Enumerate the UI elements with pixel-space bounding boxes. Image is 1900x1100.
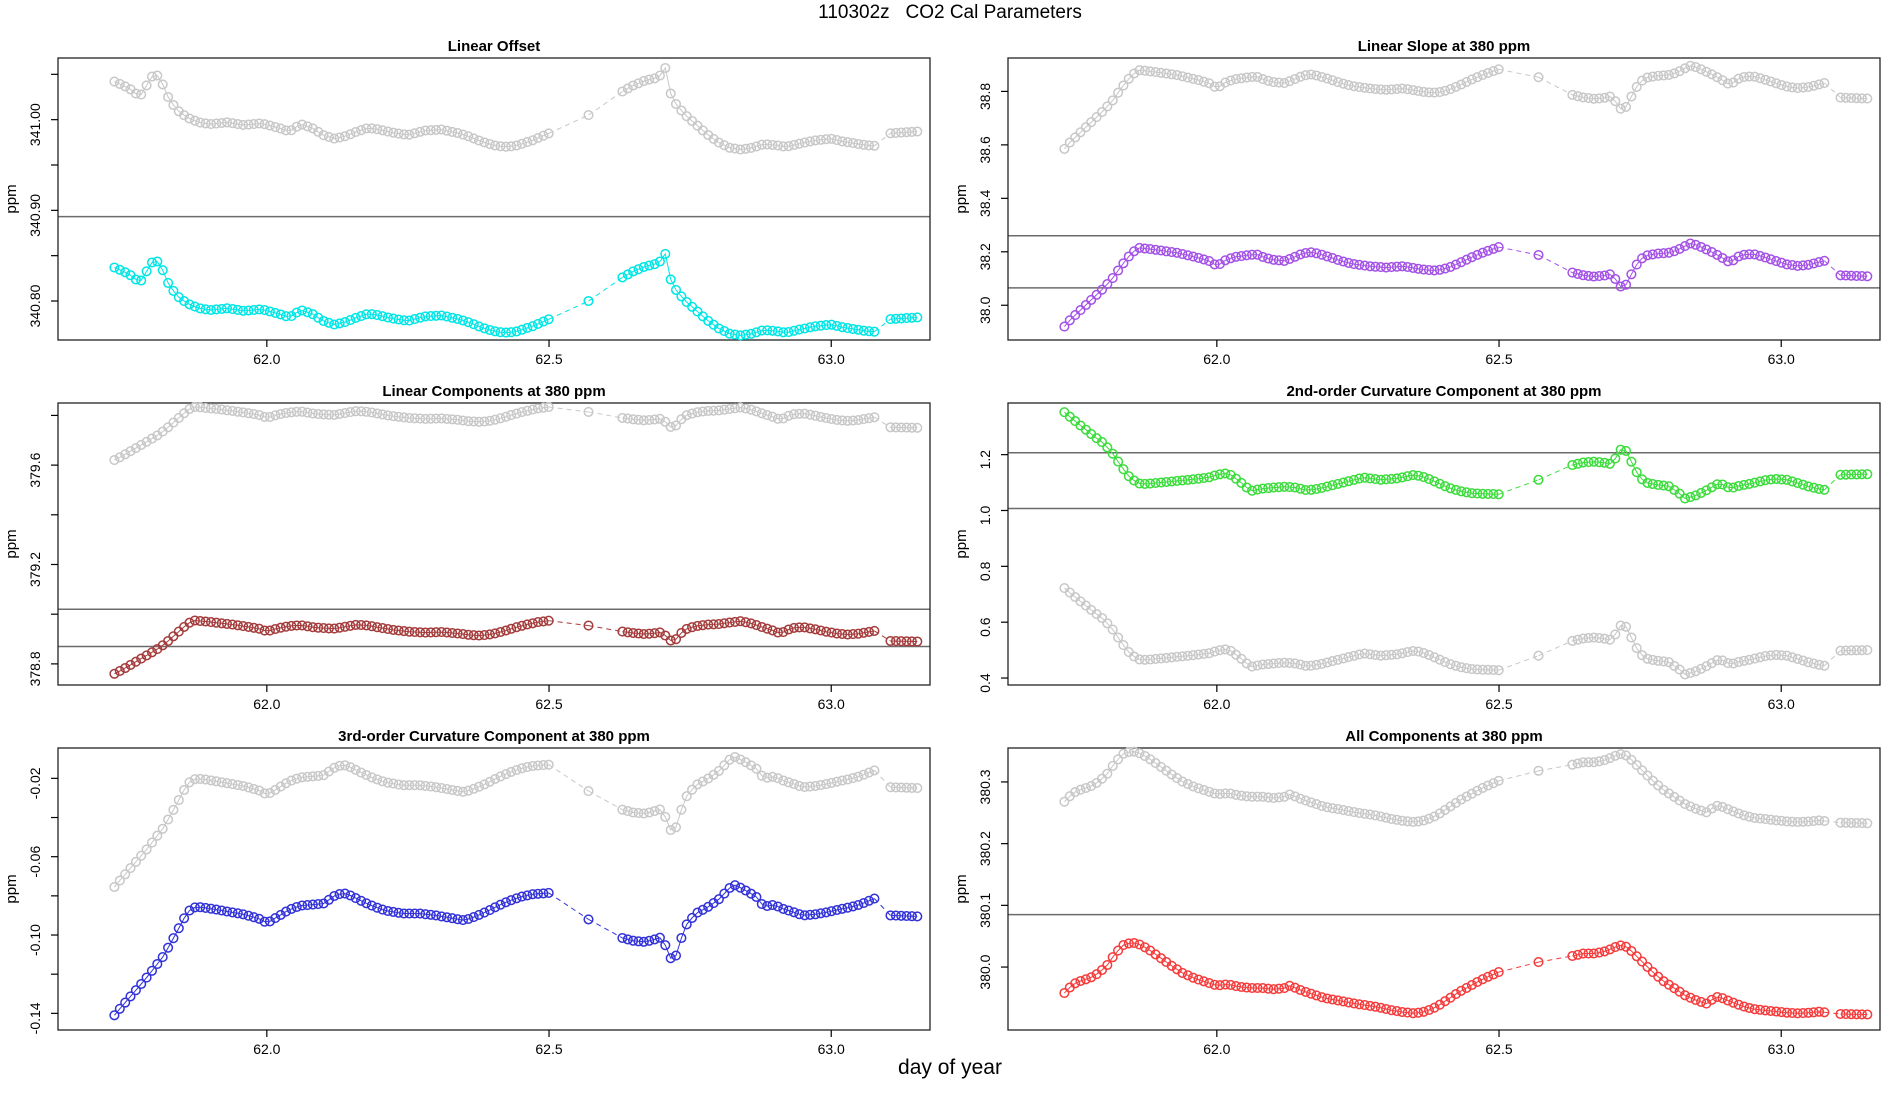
svg-text:380.0: 380.0 xyxy=(977,954,993,989)
svg-text:380.2: 380.2 xyxy=(977,831,993,866)
svg-text:-0.10: -0.10 xyxy=(27,924,43,956)
svg-text:38.2: 38.2 xyxy=(977,243,993,270)
svg-text:1.2: 1.2 xyxy=(977,450,993,470)
svg-text:ppm: ppm xyxy=(3,874,20,903)
svg-text:63.0: 63.0 xyxy=(818,696,845,712)
linear-slope-plot: 38.0 38.2 38.4 38.6 38.8 62.0 62.5 63.0 ppm xyxy=(953,57,1881,367)
x-axis-label: day of year xyxy=(898,1056,1002,1079)
svg-text:340.90: 340.90 xyxy=(27,194,43,237)
svg-text:63.0: 63.0 xyxy=(818,351,845,367)
panel-title: Linear Components at 380 ppm xyxy=(382,383,606,400)
curvature-3rd-order-plot: -0.14 -0.10 -0.06 -0.02 62.0 62.5 63.0 ppm xyxy=(3,747,931,1057)
svg-text:340.80: 340.80 xyxy=(27,284,43,327)
svg-text:378.8: 378.8 xyxy=(27,651,43,686)
panel-linear-slope: 38.0 38.2 38.4 38.6 38.8 62.0 62.5 63.0 ppm Line… xyxy=(950,30,1900,375)
figure-title: 110302z CO2 Cal Parameters xyxy=(818,2,1082,23)
panel-linear-offset: 340.80 340.90 341.00 62.0 62.5 63.0 ppm Linear… xyxy=(0,30,950,375)
svg-text:0.4: 0.4 xyxy=(977,673,993,693)
svg-text:62.5: 62.5 xyxy=(535,351,562,367)
svg-text:-0.06: -0.06 xyxy=(27,846,43,878)
svg-text:62.5: 62.5 xyxy=(1485,696,1512,712)
svg-text:38.6: 38.6 xyxy=(977,136,993,163)
linear-components-plot: 378.8 379.2 379.6 62.0 62.5 63.0 ppm xyxy=(3,401,931,712)
svg-text:62.0: 62.0 xyxy=(253,696,280,712)
svg-text:38.4: 38.4 xyxy=(977,189,993,216)
svg-text:1.0: 1.0 xyxy=(977,506,993,526)
svg-text:63.0: 63.0 xyxy=(1768,1041,1795,1057)
svg-text:ppm: ppm xyxy=(3,184,20,213)
svg-text:ppm: ppm xyxy=(953,529,970,558)
svg-text:ppm: ppm xyxy=(953,874,970,903)
svg-text:62.0: 62.0 xyxy=(1203,351,1230,367)
svg-text:38.8: 38.8 xyxy=(977,83,993,110)
all-components-plot: 380.0 380.1 380.2 380.3 62.0 62.5 63.0 ppm xyxy=(953,746,1881,1057)
svg-text:0.8: 0.8 xyxy=(977,561,993,581)
svg-text:379.2: 379.2 xyxy=(27,552,43,587)
svg-text:341.00: 341.00 xyxy=(27,103,43,146)
svg-text:ppm: ppm xyxy=(3,529,20,558)
svg-text:63.0: 63.0 xyxy=(818,1041,845,1057)
svg-text:63.0: 63.0 xyxy=(1768,696,1795,712)
svg-text:379.6: 379.6 xyxy=(27,452,43,487)
svg-text:63.0: 63.0 xyxy=(1768,351,1795,367)
svg-text:62.0: 62.0 xyxy=(1203,1041,1230,1057)
panel-title: Linear Slope at 380 ppm xyxy=(1357,38,1531,55)
svg-text:62.0: 62.0 xyxy=(253,351,280,367)
panel-2nd-order-curvature: 0.4 0.6 0.8 1.0 1.2 62.0 62.5 63.0 ppm 2nd-order… xyxy=(950,375,1900,720)
svg-text:62.5: 62.5 xyxy=(535,696,562,712)
svg-text:62.5: 62.5 xyxy=(535,1041,562,1057)
panel-title: 2nd-order Curvature Component at 380 ppm xyxy=(1286,383,1602,400)
svg-text:62.0: 62.0 xyxy=(253,1041,280,1057)
linear-offset-plot: 340.80 340.90 341.00 62.0 62.5 63.0 ppm xyxy=(3,57,931,367)
curvature-2nd-order-plot: 0.4 0.6 0.8 1.0 1.2 62.0 62.5 63.0 ppm xyxy=(953,402,1881,712)
svg-text:ppm: ppm xyxy=(953,184,970,213)
svg-text:380.3: 380.3 xyxy=(977,769,993,804)
svg-text:-0.14: -0.14 xyxy=(27,1002,43,1034)
svg-text:380.1: 380.1 xyxy=(977,893,993,928)
svg-text:62.0: 62.0 xyxy=(1203,696,1230,712)
panel-linear-components: 378.8 379.2 379.6 62.0 62.5 63.0 ppm Linear Co… xyxy=(0,375,950,720)
svg-text:-0.02: -0.02 xyxy=(27,767,43,799)
svg-text:62.5: 62.5 xyxy=(1485,1041,1512,1057)
panel-title: Linear Offset xyxy=(447,38,541,55)
panel-3rd-order-curvature: -0.14 -0.10 -0.06 -0.02 62.0 62.5 63.0 ppm 3rd-… xyxy=(0,720,950,1065)
panel-all-components: 380.0 380.1 380.2 380.3 62.0 62.5 63.0 ppm All … xyxy=(950,720,1900,1065)
svg-text:62.5: 62.5 xyxy=(1485,351,1512,367)
svg-text:0.6: 0.6 xyxy=(977,617,993,637)
svg-text:38.0: 38.0 xyxy=(977,296,993,323)
panel-title: All Components at 380 ppm xyxy=(1345,728,1543,745)
panel-title: 3rd-order Curvature Component at 380 ppm xyxy=(338,728,650,745)
